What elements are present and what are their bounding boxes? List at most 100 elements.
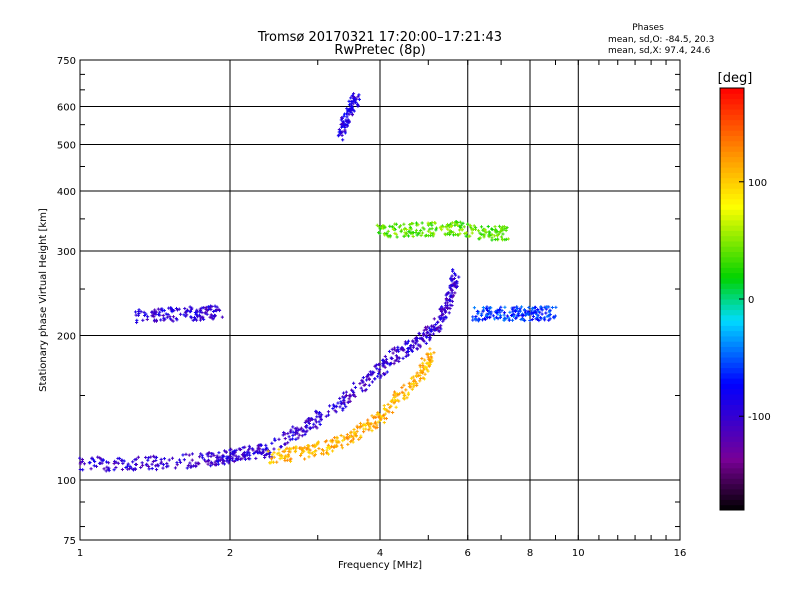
colorbar-segment (720, 441, 744, 448)
x-tick-label: 6 (465, 548, 471, 559)
colorbar-segment (720, 182, 744, 189)
colorbar-segment (720, 193, 744, 200)
colorbar-segment (720, 198, 744, 205)
colorbar-segment (720, 177, 744, 184)
colorbar-segment (720, 135, 744, 142)
colorbar-segment (720, 367, 744, 374)
colorbar-segment (720, 504, 744, 511)
colorbar-segment (720, 420, 744, 427)
colorbar-segment (720, 262, 744, 268)
phase-colorbar: 100 0 -100 (719, 87, 771, 511)
plot-area: 1 2 4 6 8 10 16 75 100 200 300 400 500 600 750 (57, 56, 686, 559)
x-tick-label: 2 (227, 548, 233, 559)
colorbar-segment (720, 130, 744, 136)
colorbar-segment (720, 98, 744, 105)
colorbar-segment (720, 341, 744, 347)
colorbar-segment (720, 209, 744, 216)
colorbar-segment (720, 494, 744, 500)
colorbar-segment (720, 288, 744, 295)
y-axis-label: Stationary phase Virtual Height [km] (38, 208, 49, 392)
colorbar-segment (720, 119, 744, 126)
x-tick-label: 4 (377, 548, 383, 559)
colorbar-segment (720, 473, 744, 479)
colorbar-segment (720, 404, 744, 411)
colorbar-segment (720, 335, 744, 342)
colorbar-segment (720, 409, 744, 416)
colorbar-segment (720, 219, 744, 226)
colorbar-segment (720, 88, 744, 94)
colorbar-segment (720, 346, 744, 353)
colorbar-segment (720, 230, 744, 237)
colorbar-segment (720, 146, 744, 152)
colorbar-segment (720, 314, 744, 321)
x-tick-label: 16 (674, 548, 687, 559)
colorbar-segment (720, 156, 744, 163)
colorbar-segment (720, 299, 744, 305)
colorbar-segment (720, 277, 744, 284)
colorbar-segment (720, 251, 744, 258)
colorbar-segment (720, 425, 744, 432)
colorbar-segment (720, 372, 744, 379)
colorbar-segment (720, 293, 744, 300)
y-tick-label: 100 (57, 476, 76, 487)
colorbar-segment (720, 188, 744, 194)
colorbar-segment (720, 388, 744, 395)
colorbar-label: [deg] (718, 71, 753, 86)
y-tick-label: 600 (57, 103, 76, 114)
colorbar-segment (720, 267, 744, 274)
colorbar-segment (720, 467, 744, 474)
colorbar-segment (720, 114, 744, 121)
y-tick-label: 75 (63, 536, 76, 547)
scatter-points (78, 92, 558, 473)
colorbar-tick-label: -100 (748, 412, 771, 423)
colorbar-segment (720, 204, 744, 210)
colorbar-segment (720, 483, 744, 490)
y-tick-label: 750 (57, 56, 76, 67)
colorbar-segment (720, 320, 744, 326)
stats-title: Phases (632, 23, 664, 33)
colorbar-segment (720, 330, 744, 337)
colorbar-segment (720, 151, 744, 158)
colorbar-segment (720, 235, 744, 242)
colorbar-segment (720, 393, 744, 400)
colorbar-segment (720, 378, 744, 384)
x-axis-label: Frequency [MHz] (338, 560, 422, 571)
colorbar-segment (720, 240, 744, 247)
colorbar-segment (720, 304, 744, 311)
colorbar-segment (720, 272, 744, 279)
colorbar-segment (720, 161, 744, 168)
chart-subtitle: RwPretec (8p) (334, 43, 425, 58)
colorbar-segment (720, 246, 744, 253)
colorbar-segment (720, 93, 744, 100)
colorbar-segment (720, 167, 744, 173)
colorbar-segment (720, 399, 744, 405)
colorbar-segment (720, 103, 744, 110)
colorbar-segment (720, 309, 744, 316)
y-tick-label: 300 (57, 247, 76, 258)
x-tick-label: 8 (527, 548, 533, 559)
colorbar-segment (720, 172, 744, 179)
colorbar-segment (720, 415, 744, 421)
colorbar-segment (720, 446, 744, 453)
colorbar-segment (720, 488, 744, 495)
colorbar-segment (720, 362, 744, 369)
colorbar-segment (720, 383, 744, 390)
colorbar-segment (720, 109, 744, 115)
colorbar-segment (720, 214, 744, 221)
colorbar-segment (720, 124, 744, 131)
colorbar-segment (720, 225, 744, 231)
colorbar-segment (720, 430, 744, 437)
y-tick-label: 400 (57, 187, 76, 198)
colorbar-segment (720, 357, 744, 363)
colorbar-segment (720, 256, 744, 263)
y-tick-label: 200 (57, 332, 76, 343)
colorbar-segment (720, 436, 744, 442)
colorbar-tick-label: 100 (748, 178, 767, 189)
chart-title: Tromsø 20170321 17:20:00–17:21:43 (257, 30, 502, 45)
stats-line-x: mean, sd,X: 97.4, 24.6 (608, 46, 711, 56)
colorbar-segment (720, 325, 744, 332)
stats-line-o: mean, sd,O: -84.5, 20.3 (608, 35, 714, 45)
colorbar-segment (720, 351, 744, 358)
colorbar-segment (720, 499, 744, 506)
